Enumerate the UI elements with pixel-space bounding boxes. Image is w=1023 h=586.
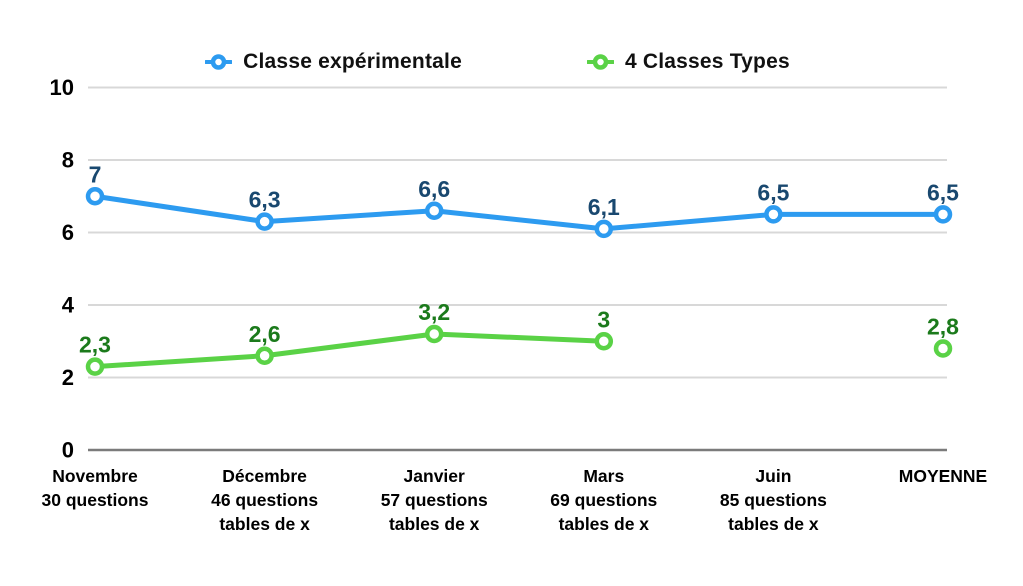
x-axis-label: Décembre 46 questions tables de x [211, 466, 318, 534]
x-axis-label: Juin 85 questions tables de x [720, 466, 827, 534]
x-axis-label: Mars 69 questions tables de x [550, 466, 657, 534]
y-tick-label: 4 [62, 293, 75, 318]
series-line [92, 193, 946, 232]
data-point-label: 2,6 [249, 321, 281, 347]
data-point-marker [594, 219, 614, 239]
legend-item-4-classes-types: 4 Classes Types [586, 50, 790, 74]
data-point-label: 6,1 [588, 194, 620, 220]
data-point-label: 6,5 [927, 179, 959, 205]
data-point-marker [933, 339, 953, 358]
y-tick-label: 10 [50, 75, 74, 100]
data-point-marker [424, 324, 444, 344]
x-axis-label: Janvier 57 questions tables de x [381, 466, 488, 534]
data-point-marker [764, 205, 783, 224]
data-point-label: 2,8 [927, 314, 959, 340]
data-point-marker [594, 332, 614, 351]
legend-item-classe-experimentale: Classe expérimentale [205, 50, 462, 74]
series-line [92, 331, 607, 370]
x-axis-label: Novembre 30 questions [42, 466, 149, 510]
data-point-marker [85, 357, 105, 376]
x-axis-label: MOYENNE [899, 466, 987, 486]
y-tick-label: 8 [62, 148, 74, 173]
data-point-marker [85, 187, 105, 206]
data-point-label: 6,3 [249, 187, 281, 213]
data-point-marker [933, 205, 953, 224]
line-marker-icon [205, 54, 233, 70]
y-tick-label: 2 [62, 365, 74, 390]
data-point-marker [255, 346, 274, 365]
data-point-marker [424, 201, 444, 220]
data-point-marker [255, 212, 274, 231]
y-tick-label: 6 [62, 220, 74, 245]
data-point-label: 6,6 [418, 176, 450, 202]
data-point-label: 7 [89, 161, 102, 187]
data-point-label: 3,2 [418, 299, 450, 325]
legend-label: Classe expérimentale [243, 50, 462, 73]
data-point-label: 3 [597, 306, 610, 332]
y-tick-label: 0 [62, 438, 74, 463]
line-marker-icon [586, 54, 614, 70]
chart-legend: Classe expérimentale 4 Classes Types [0, 50, 1009, 74]
data-point-label: 2,3 [79, 332, 111, 358]
data-point-label: 6,5 [757, 179, 789, 205]
legend-label: 4 Classes Types [624, 50, 790, 73]
